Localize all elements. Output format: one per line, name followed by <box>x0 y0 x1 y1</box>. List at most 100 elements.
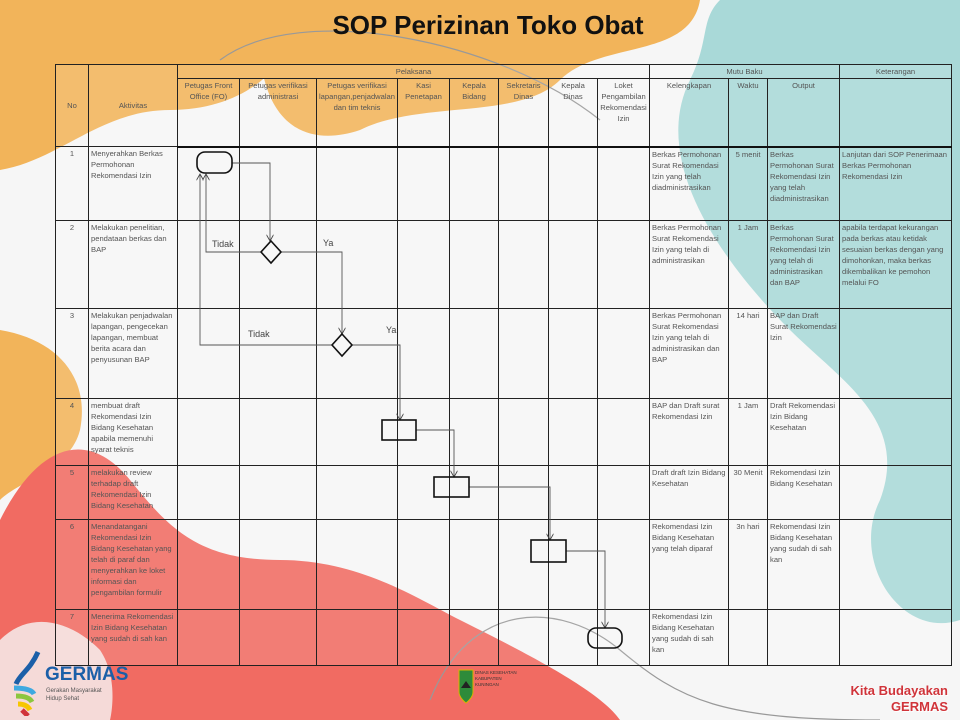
cell-pelaksana-lane <box>597 609 651 666</box>
kita-budayakan-germas: Kita Budayakan GERMAS <box>850 683 948 715</box>
cell-pelaksana-lane <box>449 519 500 610</box>
cell-pelaksana-lane <box>597 146 651 221</box>
table-row: 7 Menerima Rekomendasi Izin Bidang Keseha… <box>55 609 953 666</box>
cell-pelaksana-lane <box>239 220 317 309</box>
cell-pelaksana-lane <box>498 465 550 520</box>
header-pelaksana-col: Kepala Dinas <box>548 78 599 148</box>
header-pelaksana-col: Kepala Bidang <box>449 78 500 148</box>
cell-waktu: 3n hari <box>728 519 769 610</box>
germas-logo-subtitle: Gerakan Masyarakat Hidup Sehat <box>46 688 102 702</box>
cell-pelaksana-lane <box>597 308 651 399</box>
cell-no: 6 <box>55 519 89 610</box>
cell-pelaksana-lane <box>548 308 599 399</box>
cell-kelengkapan: Berkas Permohonan Surat Rekomendasi Izin… <box>649 220 730 309</box>
cell-waktu: 1 Jam <box>728 398 769 466</box>
cell-keterangan <box>839 398 953 466</box>
header-pelaksana-col: Kasi Penetapan <box>397 78 451 148</box>
table-row: 5 melakukan review terhadap draft Rekomen… <box>55 465 953 520</box>
kita-line-2: GERMAS <box>890 699 948 714</box>
cell-pelaksana-lane <box>239 308 317 399</box>
cell-pelaksana-lane <box>397 465 451 520</box>
cell-no: 4 <box>55 398 89 466</box>
header-aktivitas: Aktivitas <box>88 64 178 147</box>
cell-pelaksana-lane <box>449 220 500 309</box>
cell-pelaksana-lane <box>498 308 550 399</box>
cell-pelaksana-lane <box>397 146 451 221</box>
cell-pelaksana-lane <box>548 398 599 466</box>
cell-pelaksana-lane <box>548 609 599 666</box>
label-ya-1: Ya <box>323 238 334 248</box>
cell-pelaksana-lane <box>498 398 550 466</box>
header-pelaksana: Pelaksana <box>176 64 651 79</box>
kita-line-1: Kita Budayakan <box>850 683 948 698</box>
header-pelaksana-col: Petugas verifikasi administrasi <box>239 78 317 148</box>
cell-kelengkapan: Berkas Permohonan Surat Rekomendasi Izin… <box>649 308 730 399</box>
cell-pelaksana-lane <box>449 146 500 221</box>
cell-keterangan <box>839 609 953 666</box>
cell-pelaksana-lane <box>315 398 399 466</box>
cell-pelaksana-lane <box>177 398 240 466</box>
cell-pelaksana-lane <box>548 519 599 610</box>
cell-pelaksana-lane <box>548 465 599 520</box>
germas-logo-text: GERMAS <box>45 664 129 685</box>
cell-pelaksana-lane <box>239 146 317 221</box>
cell-pelaksana-lane <box>177 519 240 610</box>
table-row: 3 Melakukan penjadwalan lapangan, pengece… <box>55 308 953 399</box>
cell-aktivitas: Menyerahkan Berkas Permohonan Rekomendas… <box>88 146 178 221</box>
sop-table: No Aktivitas Pelaksana Mutu Baku Keteran… <box>55 64 953 666</box>
cell-pelaksana-lane <box>177 220 240 309</box>
cell-pelaksana-lane <box>449 398 500 466</box>
germas-logo <box>13 650 41 716</box>
cell-waktu: 1 Jam <box>728 220 769 309</box>
header-pelaksana-col: Sekretaris Dinas <box>498 78 550 148</box>
cell-pelaksana-lane <box>397 609 451 666</box>
cell-pelaksana-lane <box>449 465 500 520</box>
cell-pelaksana-lane <box>177 609 240 666</box>
header-mutu-col: Kelengkapan <box>649 78 730 148</box>
cell-no: 7 <box>55 609 89 666</box>
cell-aktivitas: Melakukan penjadwalan lapangan, pengecek… <box>88 308 178 399</box>
cell-pelaksana-lane <box>239 398 317 466</box>
cell-pelaksana-lane <box>597 398 651 466</box>
cell-pelaksana-lane <box>397 519 451 610</box>
header-mutu-col: Output <box>767 78 841 148</box>
cell-pelaksana-lane <box>315 609 399 666</box>
cell-pelaksana-lane <box>597 465 651 520</box>
dinas-kesehatan-text: DINAS KESEHATAN KABUPATEN KUNINGAN <box>475 670 517 687</box>
cell-waktu: 14 hari <box>728 308 769 399</box>
header-pelaksana-col: Loket Pengambilan Rekomendasi Izin <box>597 78 651 148</box>
cell-aktivitas: Melakukan penelitian, pendataan berkas d… <box>88 220 178 309</box>
cell-pelaksana-lane <box>397 220 451 309</box>
cell-pelaksana-lane <box>397 308 451 399</box>
cell-kelengkapan: Berkas Permohonan Surat Rekomendasi Izin… <box>649 146 730 221</box>
cell-kelengkapan: BAP dan Draft surat Rekomendasi Izin <box>649 398 730 466</box>
cell-keterangan <box>839 519 953 610</box>
cell-pelaksana-lane <box>397 398 451 466</box>
cell-pelaksana-lane <box>449 308 500 399</box>
label-tidak-2: Tidak <box>248 329 270 339</box>
header-keterangan: Keterangan <box>839 64 953 79</box>
cell-pelaksana-lane <box>315 146 399 221</box>
cell-output <box>767 609 841 666</box>
cell-kelengkapan: Rekomendasi Izin Bidang Kesehatan yang s… <box>649 609 730 666</box>
cell-aktivitas: Menandatangani Rekomendasi Izin Bidang K… <box>88 519 178 610</box>
cell-pelaksana-lane <box>597 519 651 610</box>
cell-pelaksana-lane <box>177 146 240 221</box>
table-row: 2 Melakukan penelitian, pendataan berkas … <box>55 220 953 309</box>
cell-pelaksana-lane <box>239 465 317 520</box>
table-row: 1 Menyerahkan Berkas Permohonan Rekomenda… <box>55 146 953 221</box>
cell-output: Berkas Permohonan Surat Rekomendasi Izin… <box>767 220 841 309</box>
cell-no: 2 <box>55 220 89 309</box>
cell-pelaksana-lane <box>498 609 550 666</box>
header-no: No <box>55 64 89 147</box>
cell-output: Rekomendasi Izin Bidang Kesehatan <box>767 465 841 520</box>
cell-no: 1 <box>55 146 89 221</box>
cell-pelaksana-lane <box>315 220 399 309</box>
cell-pelaksana-lane <box>315 519 399 610</box>
cell-pelaksana-lane <box>449 609 500 666</box>
cell-pelaksana-lane <box>239 609 317 666</box>
cell-keterangan: Lanjutan dari SOP Penerimaan Berkas Perm… <box>839 146 953 221</box>
header-mutu-baku: Mutu Baku <box>649 64 841 79</box>
header-keterangan-blank <box>839 78 953 148</box>
header-mutu-col: Waktu <box>728 78 769 148</box>
